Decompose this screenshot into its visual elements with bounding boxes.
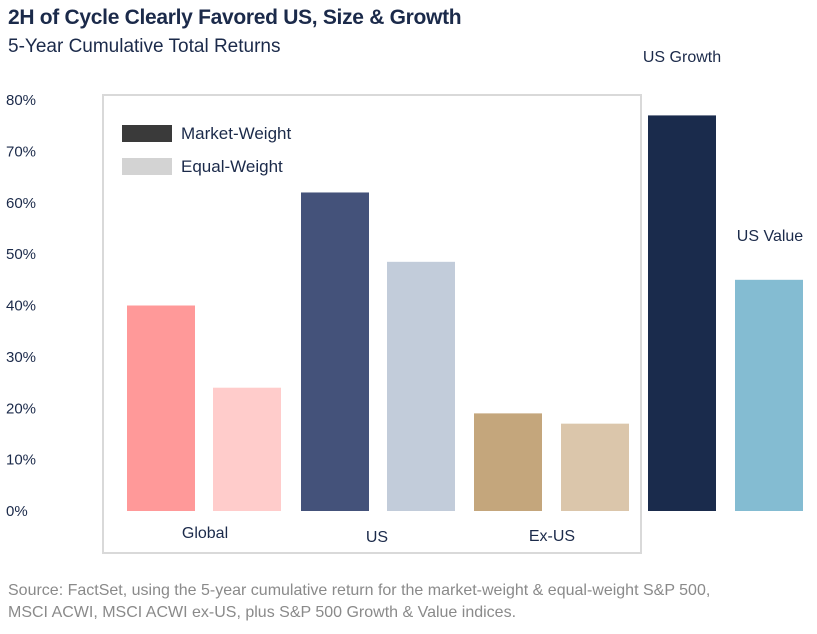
y-tick-label-0: 0% — [6, 503, 28, 520]
bar-ex-us-equal-weight — [561, 423, 629, 511]
y-tick-label-2: 20% — [6, 400, 36, 417]
bar-us-market-weight — [301, 192, 369, 511]
y-tick-label-3: 30% — [6, 349, 36, 366]
legend-label-equal-weight: Equal-Weight — [181, 157, 283, 176]
chart-title: 2H of Cycle Clearly Favored US, Size & G… — [8, 6, 462, 29]
y-tick-label-5: 50% — [6, 246, 36, 263]
category-label-global: Global — [182, 525, 228, 542]
source-note: Source: FactSet, using the 5-year cumula… — [8, 580, 813, 624]
bar-global-equal-weight — [213, 387, 281, 511]
legend-swatch-market-weight — [122, 125, 172, 142]
y-tick-label-8: 80% — [6, 92, 36, 109]
category-label-ex-us: Ex-US — [529, 528, 575, 545]
y-tick-label-7: 70% — [6, 143, 36, 160]
legend-swatch-equal-weight — [122, 158, 172, 175]
source-line-1: Source: FactSet, using the 5-year cumula… — [8, 582, 711, 599]
bar-us-value — [735, 279, 803, 511]
category-label-us: US — [366, 529, 388, 546]
bar-ex-us-market-weight — [474, 413, 542, 511]
chart-subtitle: 5-Year Cumulative Total Returns — [8, 36, 281, 57]
y-tick-label-6: 60% — [6, 195, 36, 212]
source-line-2: MSCI ACWI, MSCI ACWI ex-US, plus S&P 500… — [8, 604, 517, 621]
bar-global-market-weight — [127, 305, 195, 511]
comparison-frame — [102, 94, 642, 554]
annotation-us-value: US Value — [737, 228, 804, 245]
legend-label-market-weight: Market-Weight — [181, 124, 291, 143]
y-tick-label-1: 10% — [6, 452, 36, 469]
annotation-us-growth: US Growth — [643, 49, 721, 66]
bar-us-growth — [648, 115, 716, 511]
bar-us-equal-weight — [387, 261, 455, 511]
y-tick-label-4: 40% — [6, 298, 36, 315]
